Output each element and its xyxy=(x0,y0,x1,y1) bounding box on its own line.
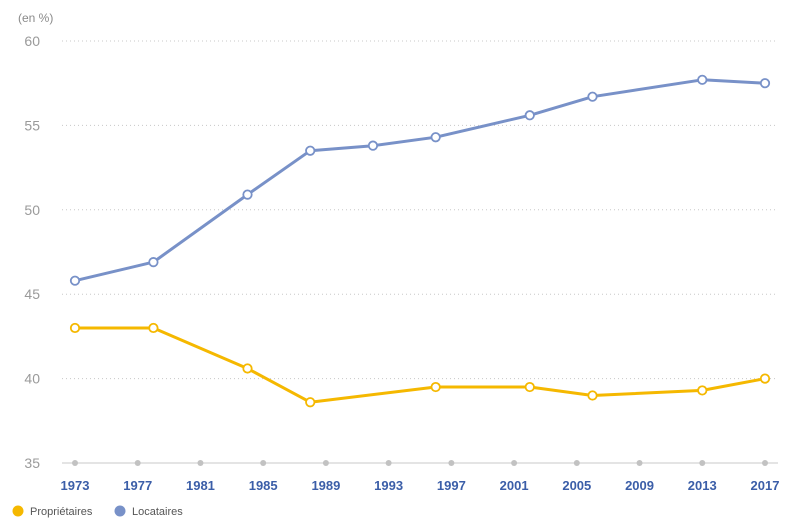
data-point xyxy=(430,132,441,143)
data-point xyxy=(587,91,598,102)
x-tick-dot xyxy=(197,460,204,466)
x-tick-label: 2005 xyxy=(562,478,591,493)
x-tick-dot xyxy=(72,460,78,466)
x-tick-label: 1977 xyxy=(123,478,152,493)
unit-label: (en %) xyxy=(18,11,53,25)
x-tick-label: 1985 xyxy=(249,478,278,493)
data-point xyxy=(148,322,159,334)
x-tick-label: 2017 xyxy=(751,478,780,493)
x-tick-label: 1989 xyxy=(311,478,340,493)
data-point xyxy=(305,145,316,156)
y-tick-label: 40 xyxy=(24,371,40,387)
y-axis: 60 55 50 45 40 35 xyxy=(24,33,40,471)
x-tick-label: 2001 xyxy=(500,478,529,493)
series-1 xyxy=(69,74,771,286)
x-tick-dot xyxy=(573,460,580,466)
data-point xyxy=(524,110,535,121)
legend-swatch xyxy=(12,505,24,517)
x-tick-dot xyxy=(762,460,768,466)
x-tick-label: 1997 xyxy=(437,478,466,493)
data-point xyxy=(430,381,441,393)
data-point xyxy=(367,140,379,151)
data-point xyxy=(697,74,708,85)
data-point xyxy=(524,381,535,393)
y-tick-label: 45 xyxy=(24,286,40,302)
x-tick-dot xyxy=(636,460,643,466)
x-tick-dot xyxy=(322,460,329,466)
legend-swatch xyxy=(114,505,126,517)
legend-label: Propriétaires xyxy=(30,506,93,518)
x-tick-label: 2013 xyxy=(688,478,717,493)
x-tick-label: 2009 xyxy=(625,478,654,493)
y-tick-label: 55 xyxy=(24,117,40,133)
legend-item: Locataires xyxy=(114,505,183,518)
data-point xyxy=(242,363,253,374)
legend: Propriétaires Locataires xyxy=(12,505,183,518)
series-group xyxy=(69,74,771,408)
x-tick-dot xyxy=(385,460,392,466)
data-point xyxy=(759,78,771,89)
gridlines xyxy=(62,40,778,464)
x-tick-dot xyxy=(134,460,141,466)
y-tick-label: 50 xyxy=(24,202,40,218)
series-0 xyxy=(69,322,771,408)
series-line xyxy=(73,78,767,283)
y-tick-label: 60 xyxy=(24,33,40,49)
x-tick-label: 1993 xyxy=(374,478,403,493)
x-tick-dot xyxy=(511,460,518,466)
x-tick-dot xyxy=(699,460,706,466)
x-tick-label: 1973 xyxy=(61,478,90,493)
series-line xyxy=(73,326,767,404)
y-tick-label: 35 xyxy=(24,455,40,471)
data-point xyxy=(587,390,598,401)
x-tick-label: 1981 xyxy=(186,478,215,493)
legend-label: Locataires xyxy=(132,506,183,518)
data-point xyxy=(305,397,316,408)
data-point xyxy=(69,275,81,286)
data-point xyxy=(697,385,708,396)
data-point xyxy=(759,373,771,384)
x-tick-dot xyxy=(448,460,455,466)
x-axis: 1973 1977 1981 1985 1989 1993 1997 2001 2005 2009… xyxy=(61,460,780,493)
x-tick-dot xyxy=(260,460,267,466)
data-point xyxy=(242,189,253,200)
legend-item: Propriétaires xyxy=(12,505,93,518)
data-point xyxy=(69,322,81,334)
data-point xyxy=(148,257,159,268)
